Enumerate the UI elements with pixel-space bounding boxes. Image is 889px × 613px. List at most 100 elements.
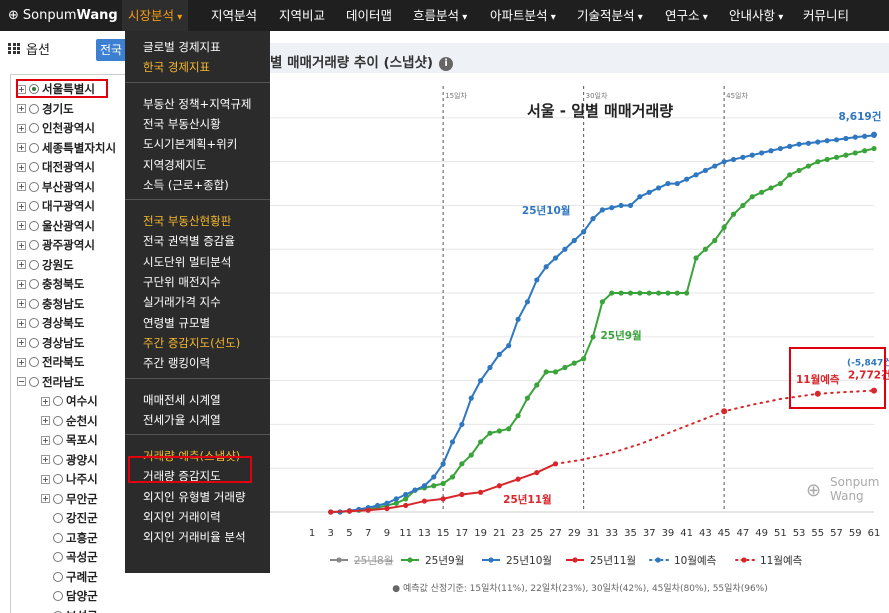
tree-item[interactable]: + 순천시 (41, 412, 98, 430)
tree-item[interactable]: 구례군 (41, 568, 98, 586)
tree-item[interactable]: + 충청남도 (17, 295, 84, 313)
menu-item[interactable]: 외지인 거래비율 분석 (143, 530, 246, 545)
menu-item[interactable]: 지역경제지도 (143, 157, 207, 172)
expand-icon[interactable]: + (41, 455, 50, 464)
menu-item[interactable]: 거래량 증감지도 (143, 469, 221, 484)
menu-item[interactable]: 매매전세 시계열 (143, 392, 221, 407)
menu-item[interactable]: 연령별 규모별 (143, 315, 211, 330)
radio-button[interactable] (53, 513, 63, 523)
radio-button[interactable] (53, 591, 63, 601)
expand-icon[interactable]: + (17, 279, 26, 289)
tree-item[interactable]: + 대전광역시 (17, 158, 95, 176)
tree-item[interactable]: + 서울특별시 (17, 80, 95, 98)
tree-item[interactable]: + 경기도 (17, 100, 74, 118)
menu-item[interactable]: 구단위 매전지수 (143, 275, 221, 289)
radio-button[interactable] (29, 376, 39, 387)
expand-icon[interactable]: + (17, 299, 26, 308)
tree-item[interactable]: − 전라남도 (17, 373, 84, 391)
radio-button[interactable] (29, 279, 39, 289)
radio-button[interactable] (53, 396, 63, 406)
radio-button[interactable] (29, 103, 39, 114)
radio-button[interactable] (53, 454, 63, 465)
collapse-icon[interactable]: − (17, 377, 26, 386)
nav-item-2[interactable]: 지역비교 (279, 8, 326, 23)
menu-item[interactable]: 한국 경제지표 (143, 60, 211, 75)
menu-item[interactable]: 전국 권역별 증감율 (143, 234, 235, 249)
tree-item[interactable]: + 목포시 (41, 431, 98, 449)
tree-item[interactable]: 곡성군 (41, 548, 98, 566)
expand-icon[interactable]: + (17, 221, 26, 230)
menu-item[interactable]: 주간 증감지도(선도) (143, 335, 241, 350)
expand-icon[interactable]: + (41, 494, 50, 503)
tree-item[interactable]: + 부산광역시 (17, 178, 95, 196)
radio-button[interactable] (29, 162, 39, 172)
radio-button[interactable] (53, 532, 63, 543)
expand-icon[interactable]: + (17, 104, 26, 113)
expand-icon[interactable]: + (17, 123, 26, 133)
expand-icon[interactable]: + (17, 182, 26, 191)
radio-button[interactable] (29, 181, 39, 192)
tree-item[interactable]: + 광주광역시 (17, 236, 95, 254)
radio-button[interactable] (29, 201, 39, 211)
radio-button[interactable] (29, 220, 39, 231)
menu-item[interactable]: 부동산 정책+지역규제 (143, 96, 252, 111)
menu-item[interactable]: 실거래가격 지수 (143, 295, 221, 310)
radio-button[interactable] (29, 318, 39, 328)
menu-item[interactable]: 외지인 유형별 거래량 (143, 489, 246, 504)
menu-item[interactable]: 전국 부동산현황판 (143, 214, 232, 229)
nav-item-8[interactable]: 안내사항 ▾ (729, 8, 784, 23)
radio-button[interactable] (29, 84, 39, 94)
tree-item[interactable]: + 전라북도 (17, 353, 84, 371)
radio-button[interactable] (53, 571, 63, 582)
tree-item[interactable]: 보성군 (41, 607, 98, 613)
nav-item-0[interactable]: 시장분석 ▾ (122, 0, 189, 31)
nav-item-7[interactable]: 연구소 ▾ (665, 8, 708, 23)
menu-item[interactable]: 전국 부동산시황 (143, 116, 221, 131)
radio-button[interactable] (53, 415, 63, 426)
menu-item[interactable]: 시도단위 멀티분석 (143, 254, 232, 269)
tree-item[interactable]: + 대구광역시 (17, 197, 95, 215)
expand-icon[interactable]: + (41, 416, 50, 425)
radio-button[interactable] (29, 298, 39, 309)
radio-button[interactable] (29, 123, 39, 133)
radio-button[interactable] (53, 552, 63, 562)
menu-item[interactable]: 외지인 거래이력 (143, 510, 221, 524)
menu-item[interactable]: 소득 (근로+종합) (143, 177, 229, 192)
logo[interactable]: ⊕ Sonpum Wang (8, 0, 118, 31)
nav-item-1[interactable]: 지역분석 (211, 8, 258, 23)
expand-icon[interactable]: + (41, 396, 50, 406)
expand-icon[interactable]: + (17, 143, 26, 152)
tree-item[interactable]: + 세종특별자치시 (17, 139, 116, 157)
tree-item[interactable]: + 충청북도 (17, 275, 84, 293)
menu-item[interactable]: 주간 랭킹이력 (143, 356, 211, 371)
nav-item-4[interactable]: 흐름분석 ▾ (413, 8, 468, 23)
radio-button[interactable] (29, 259, 39, 270)
menu-item[interactable]: 글로벌 경제지표 (143, 40, 221, 54)
nav-item-5[interactable]: 아파트분석 ▾ (490, 8, 556, 23)
info-icon[interactable]: i (439, 57, 454, 71)
nav-item-9[interactable]: 커뮤니티 (803, 8, 850, 23)
nationwide-button[interactable]: 전국기 (96, 39, 130, 61)
expand-icon[interactable]: + (17, 162, 26, 172)
expand-icon[interactable]: + (17, 260, 26, 269)
expand-icon[interactable]: + (41, 474, 50, 484)
menu-item[interactable]: 전세가율 시계열 (143, 412, 221, 427)
tree-item[interactable]: + 강원도 (17, 256, 74, 274)
expand-icon[interactable]: + (17, 240, 26, 250)
tree-item[interactable]: 고흥군 (41, 529, 98, 547)
nav-item-3[interactable]: 데이터맵 (346, 8, 393, 23)
tree-item[interactable]: + 인천광역시 (17, 119, 95, 137)
tree-item[interactable]: + 나주시 (41, 470, 98, 488)
tree-item[interactable]: 강진군 (41, 509, 98, 527)
tree-item[interactable]: + 경상북도 (17, 314, 84, 332)
tree-item[interactable]: + 무안군 (41, 490, 98, 508)
tree-item[interactable]: + 여수시 (41, 392, 98, 410)
expand-icon[interactable]: + (17, 318, 26, 328)
tree-item[interactable]: 담양군 (41, 587, 98, 605)
radio-button[interactable] (29, 240, 39, 250)
tree-item[interactable]: + 경상남도 (17, 334, 84, 352)
radio-button[interactable] (53, 474, 63, 484)
expand-icon[interactable]: + (17, 338, 26, 347)
radio-button[interactable] (29, 337, 39, 348)
radio-button[interactable] (53, 493, 63, 504)
